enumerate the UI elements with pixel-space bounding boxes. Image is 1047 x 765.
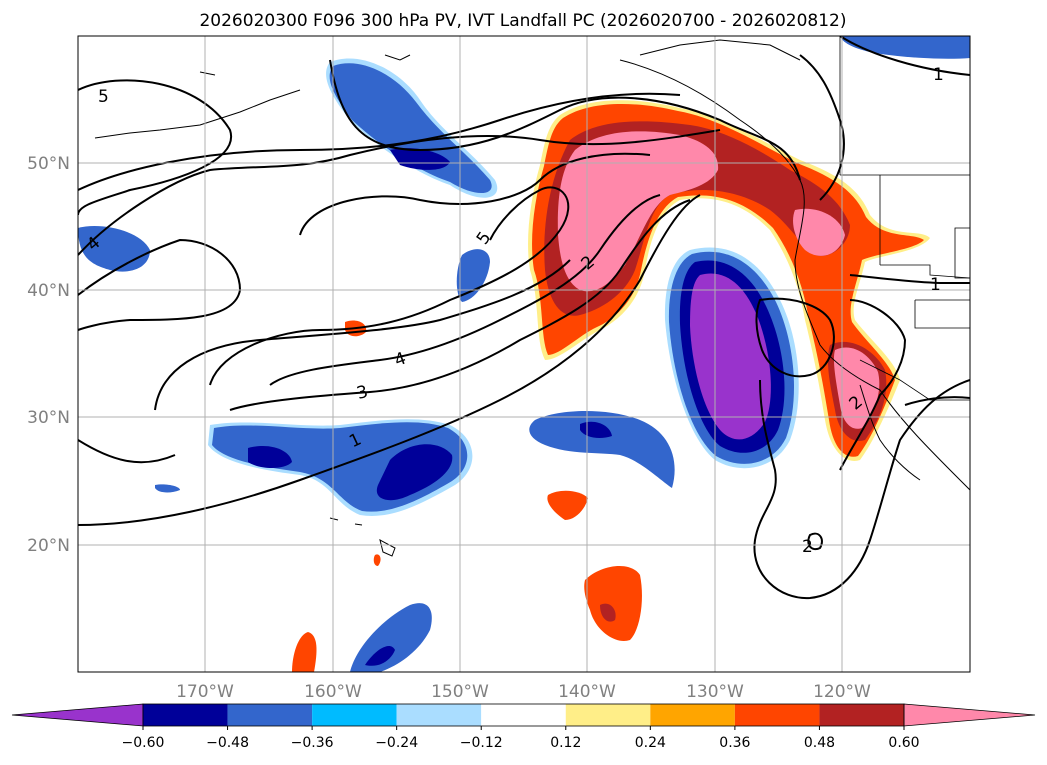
lon-label: 170°W <box>176 682 234 702</box>
map-panel: 5 4 5 2 4 3 1 1 1 2 2 <box>77 35 971 673</box>
colorbar-label: −0.12 <box>460 735 503 751</box>
pv-contours <box>78 36 970 600</box>
colorbar-cell <box>650 704 735 726</box>
colorbar-label: 0.36 <box>719 735 750 751</box>
figure-title: 2026020300 F096 300 hPa PV, IVT Landfall… <box>199 11 846 31</box>
lat-label: 40°N <box>27 281 70 301</box>
contour-label: 5 <box>98 87 109 107</box>
colorbar-cell <box>227 704 313 726</box>
colorbar-label: 0.48 <box>804 735 835 751</box>
lon-label: 130°W <box>686 682 744 702</box>
lat-label: 30°N <box>27 408 70 428</box>
colorbar-extend-min <box>11 703 144 727</box>
colorbar-cell <box>143 704 228 726</box>
contour-label: 1 <box>933 65 944 85</box>
contour-label: 3 <box>355 382 371 404</box>
colorbar-cell <box>481 704 566 726</box>
latitude-labels: 50°N 40°N 30°N 20°N <box>27 154 70 556</box>
colorbar-outline <box>142 703 905 727</box>
lon-label: 140°W <box>558 682 616 702</box>
colorbar-cell <box>396 704 482 726</box>
colorbar-label: −0.48 <box>206 735 249 751</box>
lon-label: 160°W <box>304 682 362 702</box>
colorbar-cell <box>819 704 904 726</box>
colorbar-cell <box>312 704 397 726</box>
borders <box>839 36 970 401</box>
colorbar-cell <box>565 704 651 726</box>
colorbar-label: 0.60 <box>888 735 919 751</box>
map-frame <box>77 35 971 673</box>
graticule <box>78 36 970 672</box>
lat-label: 20°N <box>27 536 70 556</box>
colorbar-cell <box>734 704 820 726</box>
colorbar-label: −0.36 <box>291 735 334 751</box>
lon-label: 150°W <box>431 682 489 702</box>
longitude-labels: 170°W 160°W 150°W 140°W 130°W 120°W <box>176 682 871 702</box>
contour-label: 1 <box>930 275 941 295</box>
contour-label: 2 <box>802 537 813 557</box>
colorbar-label: −0.24 <box>375 735 418 751</box>
lon-label: 120°W <box>813 682 871 702</box>
colorbar-label: −0.60 <box>122 735 165 751</box>
colorbar: −0.60 −0.48 −0.36 −0.24 −0.12 0.12 0.24 0.36 0.4… <box>11 703 1036 751</box>
colorbar-label: 0.24 <box>635 735 666 751</box>
colorbar-label: 0.12 <box>550 735 581 751</box>
lat-label: 50°N <box>27 154 70 174</box>
colorbar-extend-max <box>903 703 1036 727</box>
coastlines <box>94 39 970 557</box>
